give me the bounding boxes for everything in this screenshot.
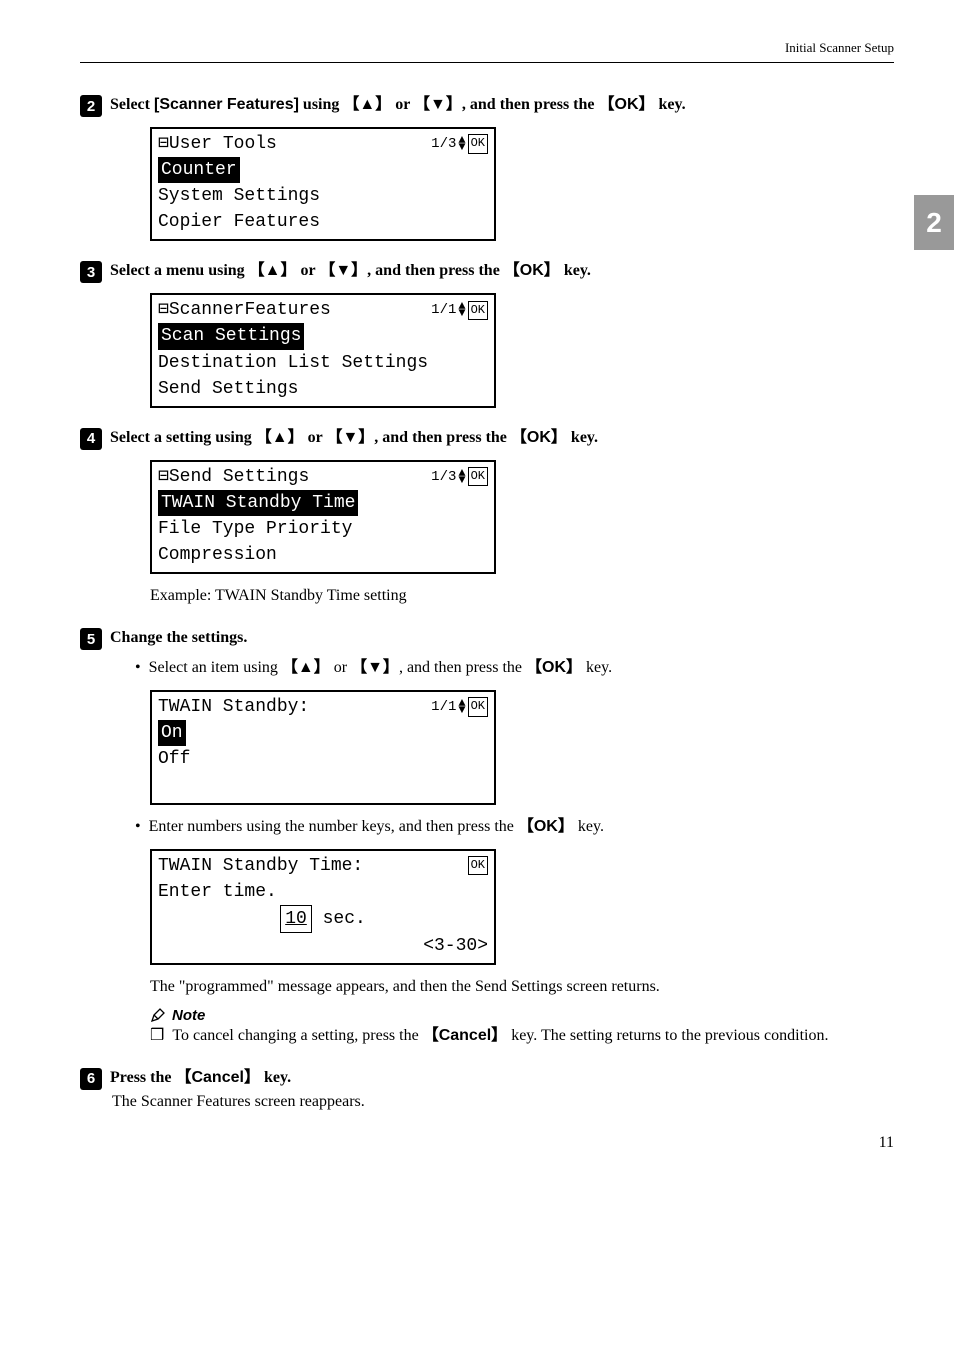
step-2-text: Select [Scanner Features] using 【▲】 or 【… xyxy=(110,93,686,117)
step-number-4: 4 xyxy=(80,428,102,450)
step-number-3: 3 xyxy=(80,261,102,283)
header-section: Initial Scanner Setup xyxy=(80,40,894,56)
page-number: 11 xyxy=(879,1134,894,1152)
step-6: 6 Press the 【Cancel】 key. The Scanner Fe… xyxy=(80,1066,894,1114)
step-number-6: 6 xyxy=(80,1068,102,1090)
step-3-text: Select a menu using 【▲】 or 【▼】, and then… xyxy=(110,259,591,283)
step-number-2: 2 xyxy=(80,95,102,117)
header-rule xyxy=(80,62,894,63)
step-4: 4 Select a setting using 【▲】 or 【▼】, and… xyxy=(80,426,894,608)
step-6-result: The Scanner Features screen reappears. xyxy=(112,1090,894,1114)
note-body: ❒ To cancel changing a setting, press th… xyxy=(150,1024,894,1048)
step-number-5: 5 xyxy=(80,628,102,650)
step-4-example: Example: TWAIN Standby Time setting xyxy=(150,584,894,608)
lcd-twain-time-entry: TWAIN Standby Time:OK Enter time. 10 sec… xyxy=(150,849,496,965)
lcd-send-settings: ⊟Send Settings1/3 ▲▼OK TWAIN Standby Tim… xyxy=(150,460,496,574)
pencil-icon xyxy=(150,1007,166,1023)
chapter-tab: 2 xyxy=(914,195,954,250)
lcd-user-tools: ⊟User Tools1/3 ▲▼OK Counter System Setti… xyxy=(150,127,496,241)
lcd-twain-standby: TWAIN Standby:1/1 ▲▼OK On Off xyxy=(150,690,496,804)
note-heading: Note xyxy=(150,1007,894,1024)
step-6-text: Press the 【Cancel】 key. xyxy=(110,1066,291,1090)
step-5: 5 Change the settings. • Select an item … xyxy=(80,626,894,1048)
step-5-bullet-1: • Select an item using 【▲】 or 【▼】, and t… xyxy=(135,656,894,680)
step-3: 3 Select a menu using 【▲】 or 【▼】, and th… xyxy=(80,259,894,407)
step-5-text: Change the settings. xyxy=(110,626,247,650)
step-5-bullet-2: • Enter numbers using the number keys, a… xyxy=(135,815,894,839)
step-4-text: Select a setting using 【▲】 or 【▼】, and t… xyxy=(110,426,598,450)
step-2: 2 Select [Scanner Features] using 【▲】 or… xyxy=(80,93,894,241)
step-5-result: The "programmed" message appears, and th… xyxy=(150,975,894,999)
lcd-scanner-features: ⊟ScannerFeatures1/1 ▲▼OK Scan Settings D… xyxy=(150,293,496,407)
